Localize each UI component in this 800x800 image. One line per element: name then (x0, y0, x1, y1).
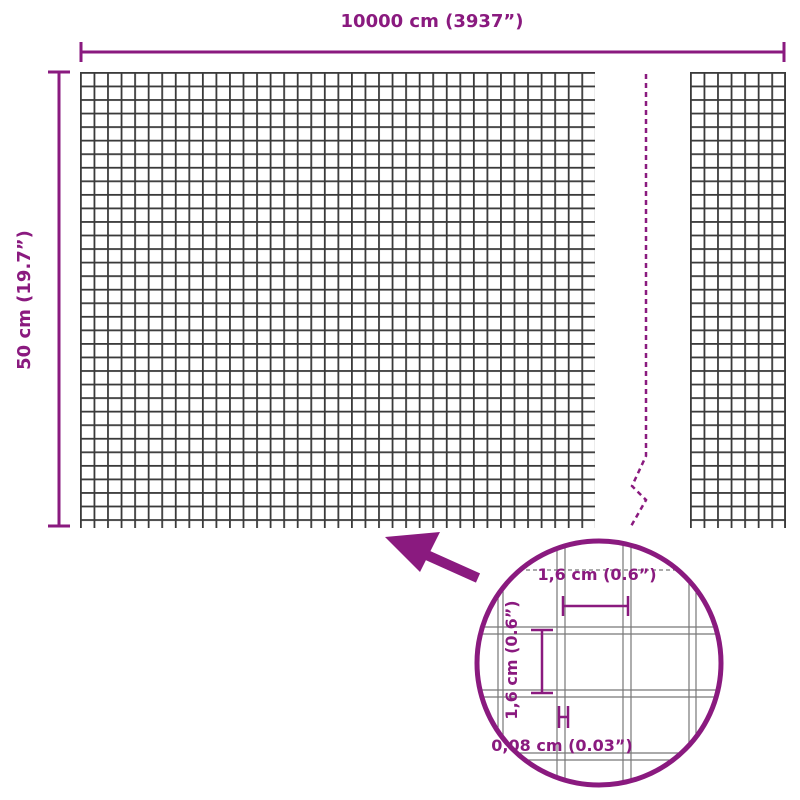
wire-thickness-label: 0,08 cm (0.03”) (491, 736, 632, 755)
height-dimension: 50 cm (19.7”) (14, 70, 70, 528)
wire-mesh-main (80, 72, 595, 528)
break-line (628, 74, 648, 529)
length-label: 10000 cm (3937”) (341, 11, 524, 32)
detail-magnifier: 1,6 cm (0.6”) 1,6 cm (0.6”) 0,08 cm (0.0… (474, 538, 724, 788)
length-dimension: 10000 cm (3937”) (79, 11, 786, 62)
mesh-width-label: 1,6 cm (0.6”) (537, 565, 656, 584)
height-label: 50 cm (19.7”) (14, 230, 35, 370)
wire-mesh-end (690, 72, 786, 528)
mesh-height-label: 1,6 cm (0.6”) (502, 600, 521, 719)
arrow-icon (385, 532, 481, 583)
